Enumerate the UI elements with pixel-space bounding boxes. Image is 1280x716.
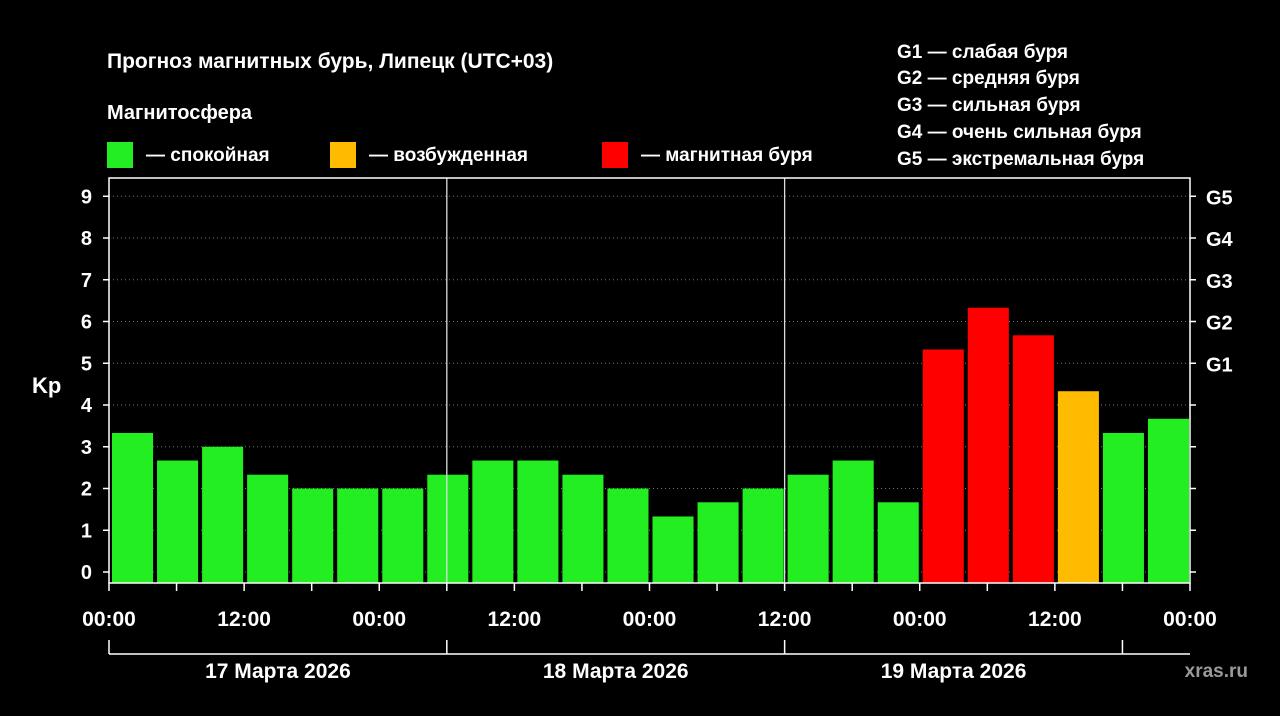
x-tick-label: 12:00 <box>1028 608 1082 631</box>
kp-bar <box>472 460 514 583</box>
day-labels: 17 Марта 2026 18 Марта 2026 19 Марта 2026 <box>108 640 1190 683</box>
x-tick-label: 00:00 <box>1163 608 1217 631</box>
chart-title: Прогноз магнитных бурь, Липецк (UTC+03) <box>107 50 553 73</box>
kp-bar <box>1057 391 1099 583</box>
kp-bar <box>562 474 604 583</box>
y-tick-label: 7 <box>81 270 92 292</box>
watermark: xras.ru <box>1185 661 1248 682</box>
g-tick-label: G5 <box>1206 187 1233 209</box>
g-legend-g3: G3 — сильная буря <box>897 95 1081 116</box>
legend: — спокойная — возбужденная — магнитная б… <box>107 142 813 168</box>
day-label: 19 Марта 2026 <box>881 660 1027 683</box>
kp-bar <box>787 474 829 583</box>
g-axis-ticks: G1 G2 G3 G4 G5 <box>1190 187 1234 573</box>
g-tick-label: G2 <box>1206 313 1233 335</box>
kp-bar <box>292 488 334 583</box>
y-tick-label: 9 <box>81 186 92 208</box>
day-label: 17 Марта 2026 <box>205 660 351 683</box>
y-tick-label: 6 <box>81 312 92 334</box>
x-tick-label: 00:00 <box>893 608 947 631</box>
legend-swatch-active <box>330 142 356 168</box>
g-tick-label: G4 <box>1206 229 1234 251</box>
day-label: 18 Марта 2026 <box>543 660 689 683</box>
x-tick-label: 12:00 <box>758 608 812 631</box>
kp-bar <box>607 488 649 583</box>
legend-swatch-storm <box>602 142 628 168</box>
y-tick-label: 0 <box>81 562 92 584</box>
legend-label-storm: — магнитная буря <box>641 145 813 166</box>
kp-bar <box>382 488 424 583</box>
legend-title: Магнитосфера <box>107 102 253 124</box>
kp-bar <box>652 516 694 583</box>
kp-bar <box>1012 335 1054 583</box>
g-tick-label: G1 <box>1206 354 1233 376</box>
g-legend-g4: G4 — очень сильная буря <box>897 122 1142 143</box>
g-scale-legend: G1 — слабая буря G2 — средняя буря G3 — … <box>897 42 1144 170</box>
legend-swatch-quiet <box>107 142 133 168</box>
x-tick-label: 00:00 <box>352 608 406 631</box>
g-legend-g2: G2 — средняя буря <box>897 68 1080 89</box>
y-tick-label: 2 <box>81 479 92 501</box>
kp-bar <box>742 488 784 583</box>
y-tick-label: 8 <box>81 228 92 250</box>
x-axis-ticks: 00:00 12:00 00:00 12:00 00:00 12:00 00:00 12:00… <box>82 583 1217 631</box>
kp-bar <box>112 432 154 583</box>
kp-bar <box>1147 418 1189 583</box>
x-tick-label: 12:00 <box>488 608 542 631</box>
legend-label-active: — возбужденная <box>369 145 528 166</box>
y-axis-ticks: 0 1 2 3 4 5 6 7 8 9 <box>81 186 109 584</box>
kp-bar <box>202 446 244 583</box>
kp-bar <box>922 349 964 583</box>
kp-bar <box>157 460 199 583</box>
kp-bar <box>877 502 919 583</box>
x-tick-label: 00:00 <box>623 608 677 631</box>
kp-bar <box>832 460 874 583</box>
kp-bar <box>1102 432 1144 583</box>
kp-bar <box>337 488 379 583</box>
kp-bar <box>517 460 559 583</box>
legend-label-quiet: — спокойная <box>146 145 270 166</box>
y-tick-label: 4 <box>81 395 93 417</box>
g-legend-g5: G5 — экстремальная буря <box>897 149 1144 170</box>
x-tick-label: 00:00 <box>82 608 136 631</box>
grid <box>109 195 1190 573</box>
bars <box>112 307 1189 583</box>
kp-bar <box>247 474 289 583</box>
g-legend-g1: G1 — слабая буря <box>897 42 1068 63</box>
kp-bar <box>697 502 739 583</box>
y-tick-label: 1 <box>81 520 92 542</box>
x-tick-label: 12:00 <box>217 608 271 631</box>
y-tick-label: 3 <box>81 437 92 459</box>
y-tick-label: 5 <box>81 353 92 375</box>
kp-bar <box>427 474 469 583</box>
g-tick-label: G3 <box>1206 271 1233 293</box>
kp-bar <box>967 307 1009 583</box>
y-axis-label: Kp <box>32 373 61 398</box>
